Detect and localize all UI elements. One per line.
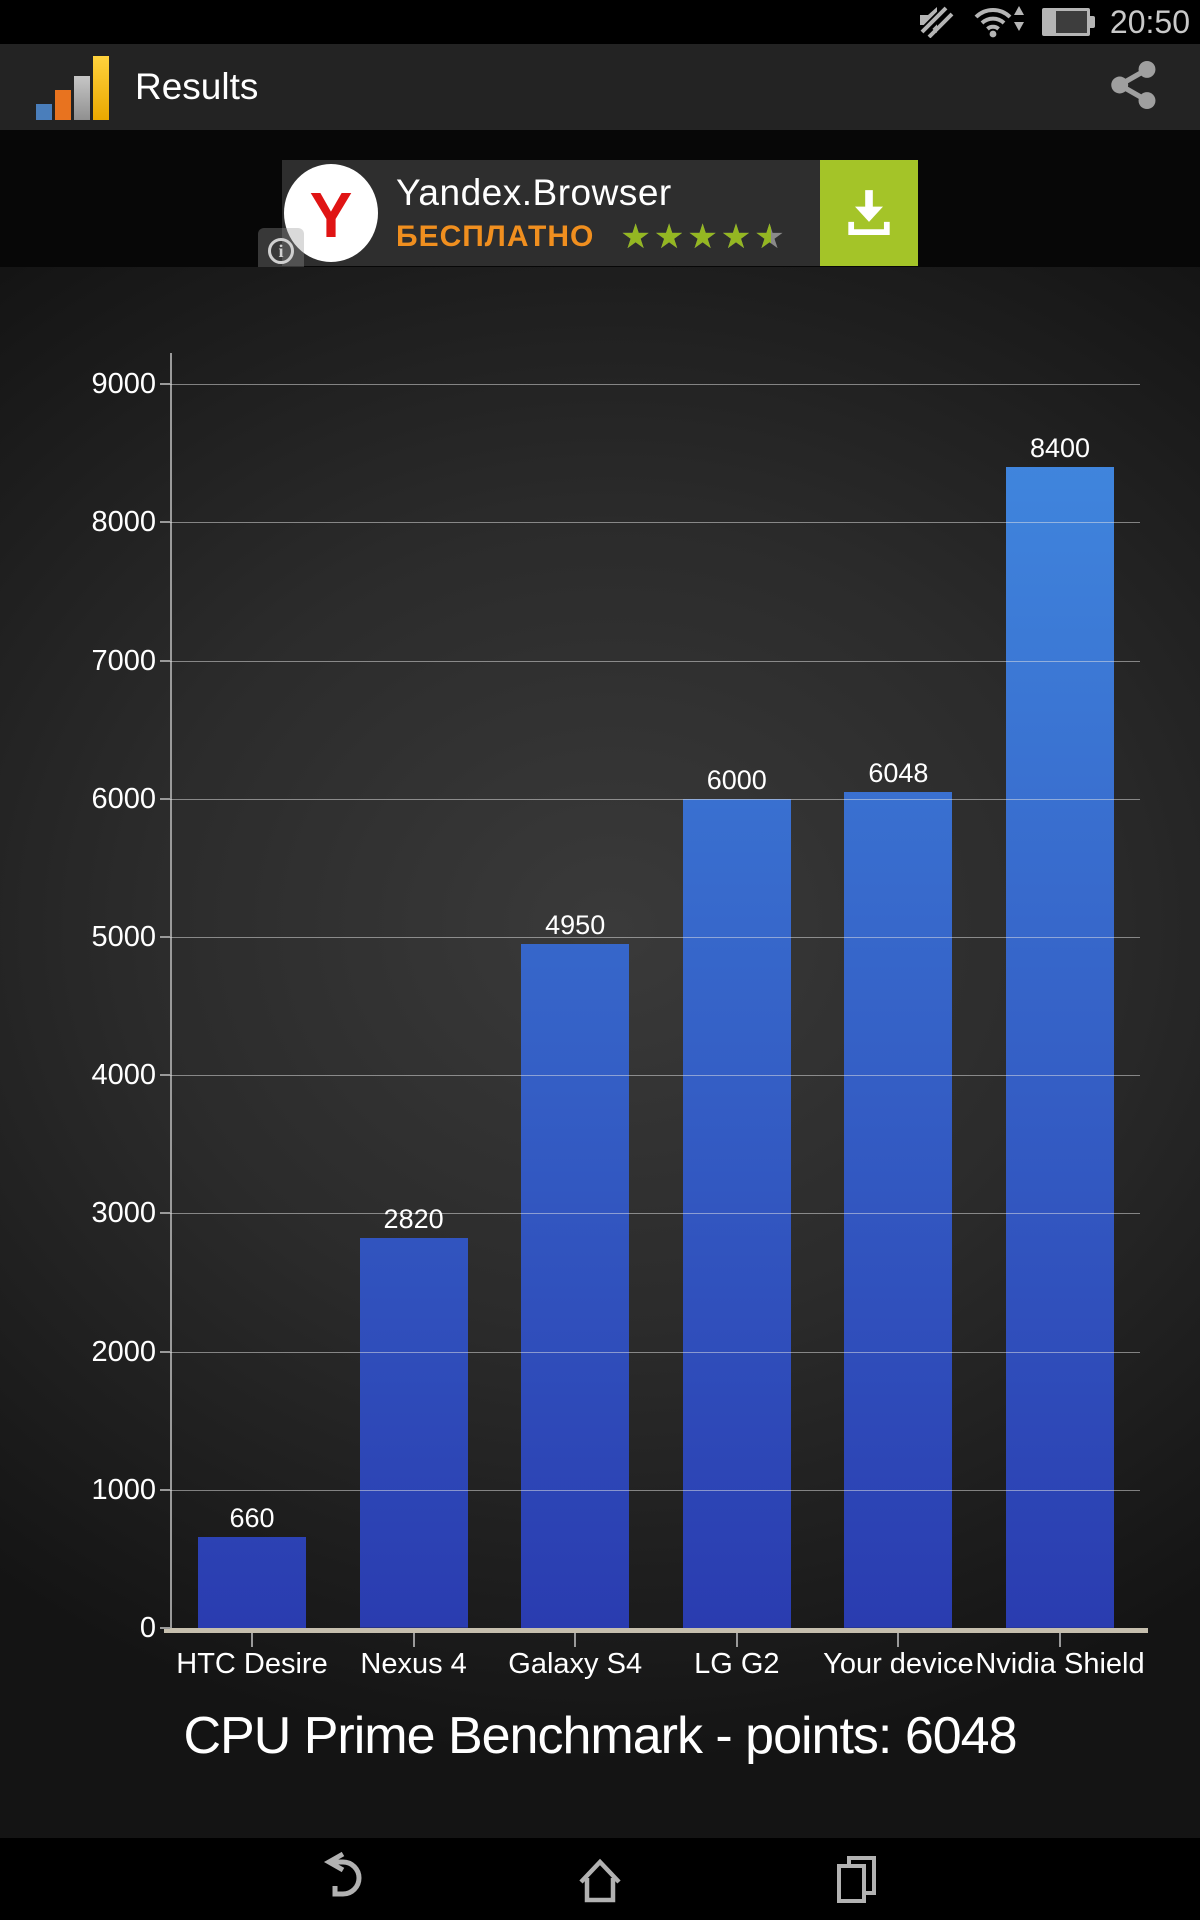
gridline (170, 937, 1140, 938)
bar (359, 1238, 468, 1628)
recents-icon (837, 1856, 876, 1903)
bar (198, 1536, 306, 1628)
x-axis-label: Nvidia Shield (975, 1648, 1145, 1680)
recents-button[interactable] (828, 1851, 884, 1907)
yandex-logo-letter: Y (309, 179, 353, 251)
bar (1006, 467, 1114, 1628)
bar-value-label: 6048 (868, 758, 929, 789)
y-axis-tick (160, 383, 170, 386)
y-axis-label: 3000 (91, 1197, 156, 1230)
x-axis-label: Nexus 4 (360, 1648, 467, 1680)
bar (521, 943, 630, 1628)
share-icon (1111, 60, 1156, 109)
x-axis-label: HTC Desire (176, 1648, 328, 1680)
y-axis-tick (160, 1627, 170, 1629)
home-button[interactable] (572, 1851, 628, 1907)
bar-value-label: 2820 (383, 1204, 444, 1235)
gridline (170, 1489, 1140, 1491)
y-axis-label: 4000 (91, 1059, 156, 1092)
y-axis-tick (160, 1074, 170, 1077)
y-axis-label: 5000 (91, 921, 156, 953)
action-bar: Results (0, 44, 1200, 130)
x-axis-line (164, 1628, 1148, 1633)
x-axis-tick (251, 1633, 253, 1647)
yandex-logo-icon: Y i (258, 160, 392, 274)
y-axis-line (170, 353, 172, 1628)
y-axis-label: 9000 (91, 368, 156, 401)
bar-value-label: 6000 (706, 764, 767, 795)
y-axis-tick (160, 936, 170, 938)
page-title: Results (135, 66, 259, 107)
x-axis-label: LG G2 (694, 1648, 780, 1680)
info-icon[interactable]: i (258, 228, 304, 274)
x-axis-label: Your device (823, 1648, 974, 1680)
gridline (170, 660, 1140, 662)
chart-area: 0 1000 2000 3000 4000 5000 6000 7000 8000 9000 660… (0, 267, 1200, 1838)
x-axis-tick (574, 1633, 577, 1647)
home-icon (579, 1858, 621, 1903)
nav-bar (0, 1838, 1200, 1920)
stars-fill: ★★★★★ (620, 220, 771, 254)
y-axis-tick (160, 1488, 170, 1491)
back-button[interactable] (316, 1851, 372, 1907)
x-axis-tick (735, 1633, 738, 1647)
y-axis-tick (160, 797, 170, 800)
stars-empty: ★★★★★ (620, 218, 788, 256)
ad-app-name: Yandex.Browser (396, 172, 672, 213)
gridline (170, 1075, 1140, 1077)
download-button[interactable] (820, 160, 918, 266)
status-bar: 20:50 (0, 0, 1200, 44)
y-axis-label: 8000 (91, 506, 156, 539)
y-axis-label: 0 (139, 1612, 156, 1644)
bar-chart-logo-icon (36, 54, 109, 120)
ad-banner[interactable]: Y i Yandex.Browser БЕСПЛАТНО ★★★★★ ★★★★★ (258, 160, 918, 274)
y-axis-tick (160, 1212, 170, 1215)
ad-row: Y i Yandex.Browser БЕСПЛАТНО ★★★★★ ★★★★★ (0, 130, 1200, 274)
bar-value-label: 660 (229, 1502, 275, 1533)
bar (844, 792, 953, 1628)
y-axis-label: 7000 (91, 644, 156, 677)
status-time: 20:50 (1109, 4, 1190, 40)
x-axis-tick (897, 1633, 900, 1647)
y-axis-tick (160, 521, 170, 524)
back-icon (323, 1851, 362, 1897)
mute-icon (916, 2, 954, 43)
x-axis-tick (1059, 1633, 1061, 1647)
rating-stars: ★★★★★ ★★★★★ (620, 220, 787, 254)
chart-title: CPU Prime Benchmark - points: 6048 (183, 1707, 1017, 1765)
y-axis-tick (160, 1350, 170, 1353)
y-axis-label: 1000 (91, 1473, 156, 1506)
ad-price-label: БЕСПЛАТНО (396, 220, 595, 253)
y-axis-tick (160, 659, 170, 662)
x-axis-label: Galaxy S4 (508, 1648, 643, 1680)
gridline (170, 798, 1140, 800)
gridline (170, 384, 1140, 386)
chart-plot: 0 1000 2000 3000 4000 5000 6000 7000 8000 9000 660… (0, 267, 1200, 1838)
share-button[interactable] (1108, 59, 1160, 116)
battery-icon (1041, 8, 1095, 36)
ad-texts: Yandex.Browser БЕСПЛАТНО ★★★★★ ★★★★★ (396, 172, 788, 254)
bar-value-label: 4950 (545, 909, 606, 940)
gridline (170, 1351, 1140, 1353)
y-axis-label: 2000 (91, 1335, 156, 1368)
gridline (170, 1213, 1140, 1215)
download-icon (848, 190, 890, 235)
gridline (170, 522, 1140, 524)
bar-value-label: 8400 (1029, 433, 1091, 464)
wifi-icon (970, 2, 1026, 43)
x-axis-tick (412, 1633, 415, 1647)
y-axis-label: 6000 (91, 782, 156, 815)
